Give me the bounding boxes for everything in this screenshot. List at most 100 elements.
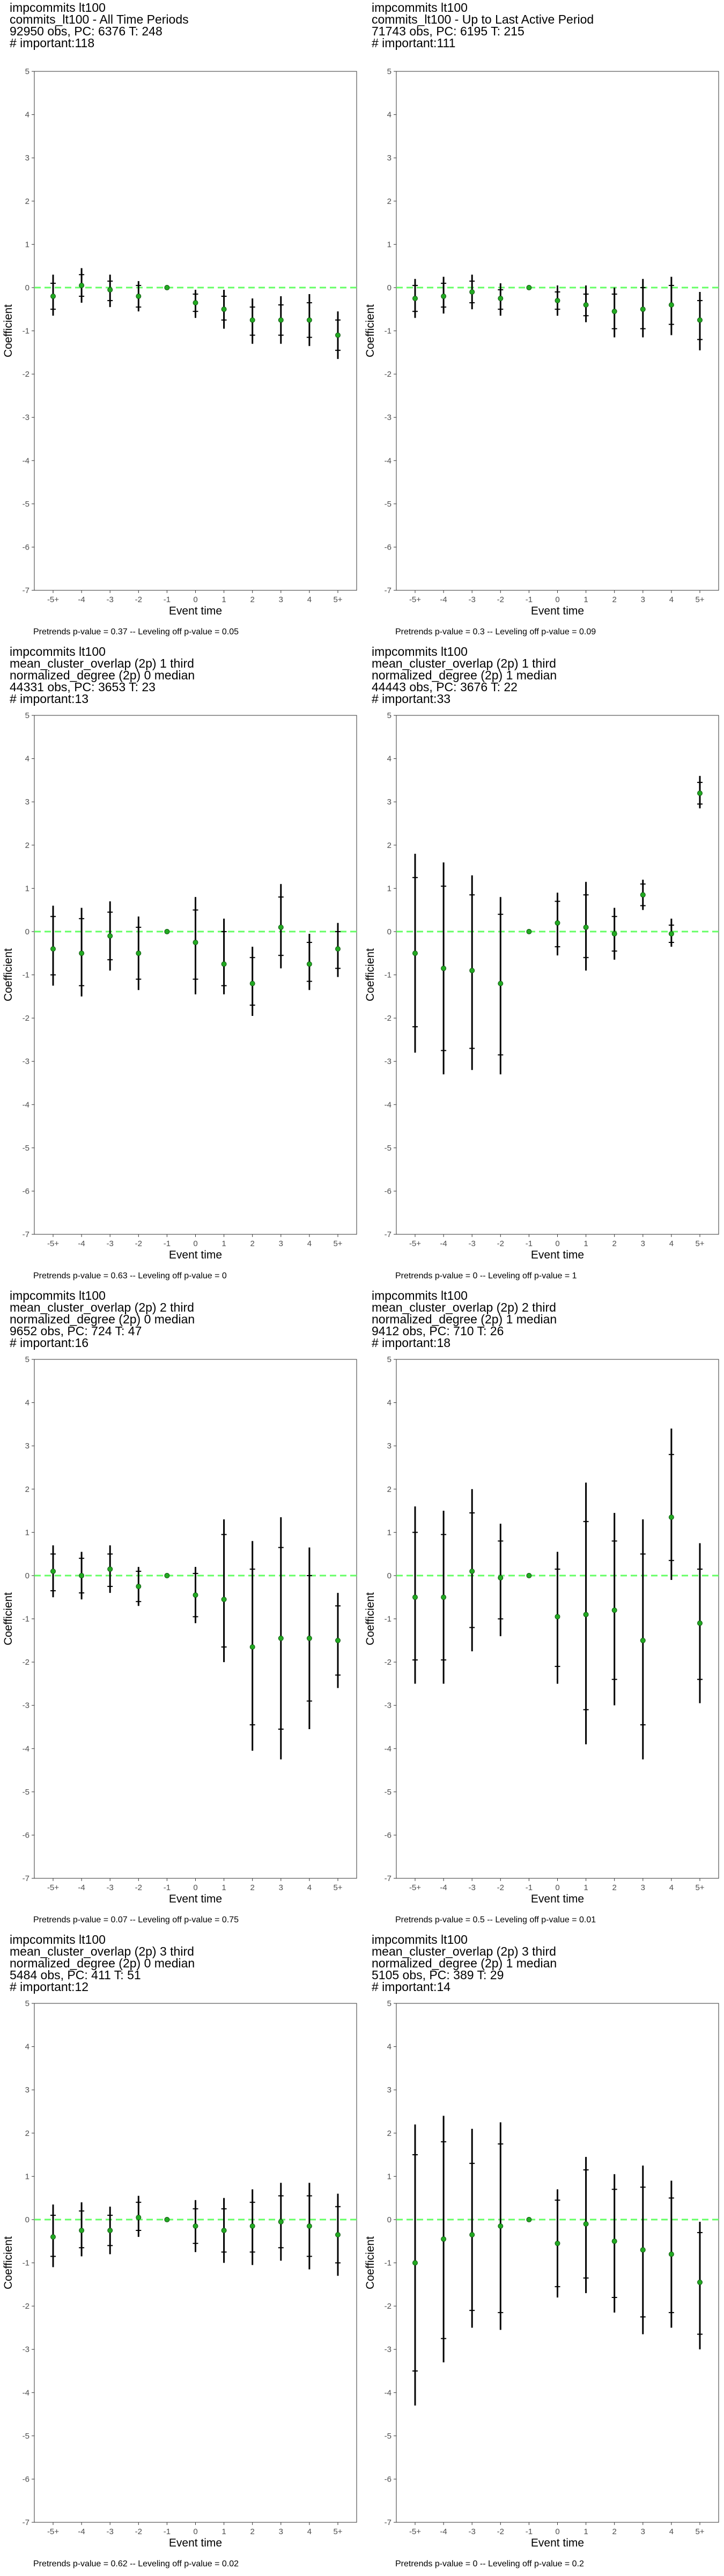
data-point [278,924,284,930]
data-point [221,961,227,967]
x-tick-label: 3 [279,1239,283,1248]
data-point [555,298,560,304]
data-point [583,302,589,308]
y-tick-label: 1 [25,240,29,249]
chart-title-line: impcommits lt100 [372,1289,468,1302]
data-point [278,317,284,323]
data-point [136,294,142,299]
data-point [306,961,312,967]
x-tick-label: 0 [193,2527,197,2536]
y-tick-label: 2 [387,2129,391,2138]
x-tick-label: -5+ [409,595,421,604]
p-value-caption: Pretrends p-value = 0.37 -- Leveling off… [33,627,239,636]
y-axis-label: Coefficient [364,948,376,1001]
x-tick-label: 4 [307,2527,312,2536]
plot-frame [396,715,719,1235]
data-point [249,1644,255,1650]
y-tick-label: 4 [25,755,29,764]
y-tick-label: 0 [387,283,391,292]
data-point [107,2228,113,2234]
x-tick-label: 0 [555,595,559,604]
x-tick-label: -4 [440,595,447,604]
data-point [498,2223,504,2229]
x-tick-label: -3 [107,1239,114,1248]
y-tick-label: 1 [387,2172,391,2181]
x-tick-label: -3 [469,2527,476,2536]
x-tick-label: -4 [78,1883,85,1892]
x-tick-label: -4 [440,2527,447,2536]
x-axis-label: Event time [169,605,222,617]
x-tick-label: 5+ [695,595,704,604]
data-point [306,1635,312,1641]
p-value-caption: Pretrends p-value = 0.62 -- Leveling off… [33,2559,239,2568]
data-point [441,965,447,971]
y-tick-label: 4 [387,111,391,120]
data-point [526,928,532,934]
y-tick-label: 5 [25,1355,29,1364]
chart-title-line: mean_cluster_overlap (2p) 2 third [10,1300,194,1314]
x-tick-label: 1 [221,1239,226,1248]
chart-panel-3: impcommits lt100 mean_cluster_overlap (2p… [0,644,362,1288]
x-tick-label: 0 [555,1883,559,1892]
chart-panel-6: impcommits lt100 mean_cluster_overlap (2p… [362,1288,724,1932]
data-point [469,968,475,974]
x-tick-label: -5+ [409,2527,421,2536]
chart-title-line: 92950 obs, PC: 6376 T: 248 [10,24,162,38]
data-point [335,946,341,952]
x-tick-label: 3 [641,1239,645,1248]
y-axis-label: Coefficient [364,2236,376,2289]
x-tick-label: 2 [250,595,255,604]
chart-title-line: # important:33 [372,692,450,706]
data-point [79,282,85,288]
chart-title-line: impcommits lt100 [372,1,468,14]
y-tick-label: 3 [387,797,391,807]
p-value-caption: Pretrends p-value = 0.5 -- Leveling off … [395,1915,596,1924]
y-tick-label: -2 [23,1014,29,1023]
chart-title-line: normalized_degree (2p) 1 median [372,1312,557,1326]
chart-title-line: mean_cluster_overlap (2p) 3 third [372,1944,556,1958]
data-point [278,2219,284,2224]
y-tick-label: 3 [387,153,391,163]
chart-title-line: normalized_degree (2p) 1 median [372,1956,557,1970]
y-tick-label: 5 [387,711,391,720]
x-tick-label: 5+ [333,1239,342,1248]
data-point [221,1597,227,1602]
y-tick-label: 1 [25,2172,29,2181]
y-tick-label: -5 [385,1144,391,1153]
y-tick-label: 0 [387,1571,391,1580]
x-tick-label: -5+ [47,595,59,604]
y-tick-label: 0 [387,2215,391,2224]
y-tick-label: -7 [385,586,391,595]
x-tick-label: 5+ [333,1883,342,1892]
y-tick-label: -7 [23,1230,29,1239]
y-tick-label: 5 [25,711,29,720]
data-point [583,924,589,930]
y-tick-label: 1 [387,1528,391,1537]
data-point [555,2241,560,2246]
y-axis-label: Coefficient [2,1592,14,1645]
chart-title-line: mean_cluster_overlap (2p) 1 third [10,656,194,670]
data-point [640,306,646,312]
y-tick-label: -5 [23,1788,29,1797]
data-point [640,892,646,898]
y-tick-label: -5 [385,1788,391,1797]
y-tick-label: -3 [385,413,391,422]
x-tick-label: -4 [78,595,85,604]
x-tick-label: 3 [279,2527,283,2536]
y-axis-label: Coefficient [2,2236,14,2289]
y-tick-label: -5 [385,500,391,509]
y-tick-label: 3 [387,1441,391,1451]
y-tick-label: 1 [387,884,391,893]
chart-title-line: # important:118 [10,36,94,50]
y-tick-label: -7 [23,586,29,595]
y-tick-label: -3 [23,2345,29,2354]
y-tick-label: -3 [385,1057,391,1066]
x-tick-label: 3 [641,2527,645,2536]
y-tick-label: 2 [387,1485,391,1494]
y-tick-label: -1 [385,327,391,336]
data-point [193,2223,198,2229]
chart-title-line: commits_lt100 - Up to Last Active Period [372,12,594,26]
y-tick-label: -6 [385,2475,391,2484]
